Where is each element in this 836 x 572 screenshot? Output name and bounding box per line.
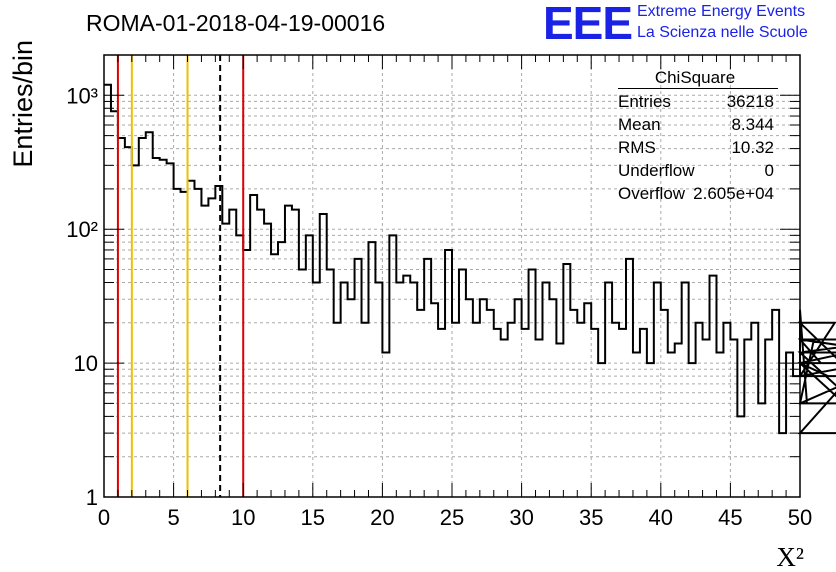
x-axis-label: X² — [776, 542, 804, 572]
x-tick-label: 15 — [301, 505, 325, 530]
stats-divider — [618, 88, 778, 89]
x-tick-label: 30 — [509, 505, 533, 530]
stats-label: Overflow — [618, 184, 686, 203]
stats-value: 10.32 — [731, 138, 774, 157]
stats-row-rms: RMS 10.32 — [618, 138, 774, 160]
x-tick-label: 0 — [98, 505, 110, 530]
y-tick-label: 10² — [66, 217, 98, 242]
x-tick-label: 10 — [231, 505, 255, 530]
y-tick-label: 10³ — [66, 83, 98, 108]
stats-row-overflow: Overflow 2.605e+04 — [618, 184, 774, 206]
stats-row-entries: Entries 36218 — [618, 92, 774, 114]
y-tick-label: 1 — [86, 485, 98, 510]
x-tick-label: 35 — [579, 505, 603, 530]
stats-value: 0 — [764, 161, 774, 180]
stats-label: Underflow — [618, 161, 695, 180]
histogram-series — [104, 83, 836, 435]
stats-row-underflow: Underflow 0 — [618, 161, 774, 183]
stats-label: RMS — [618, 138, 656, 157]
chart-title: ROMA-01-2018-04-19-00016 — [86, 10, 386, 36]
x-tick-label: 45 — [718, 505, 742, 530]
stats-label: Entries — [618, 92, 671, 111]
stats-label: Mean — [618, 115, 661, 134]
stats-title: ChiSquare — [654, 68, 736, 87]
stats-box: ChiSquare Entries 36218 Mean 8.344 RMS 1… — [612, 66, 778, 206]
y-tick-label: 10 — [74, 351, 98, 376]
y-axis-label: Entries/bin — [8, 40, 38, 168]
x-tick-label: 40 — [649, 505, 673, 530]
eee-logo: EEE — [543, 0, 633, 49]
x-tick-label: 20 — [370, 505, 394, 530]
x-tick-label: 50 — [788, 505, 812, 530]
logo-line-1: Extreme Energy Events — [637, 3, 806, 20]
stats-value: 8.344 — [731, 115, 774, 134]
stats-value: 36218 — [726, 92, 774, 111]
stats-value: 2.605e+04 — [693, 184, 774, 203]
stats-row-mean: Mean 8.344 — [618, 115, 774, 137]
x-tick-label: 5 — [167, 505, 179, 530]
x-tick-label: 25 — [440, 505, 464, 530]
logo-line-2: La Scienza nelle Scuole — [637, 24, 808, 41]
